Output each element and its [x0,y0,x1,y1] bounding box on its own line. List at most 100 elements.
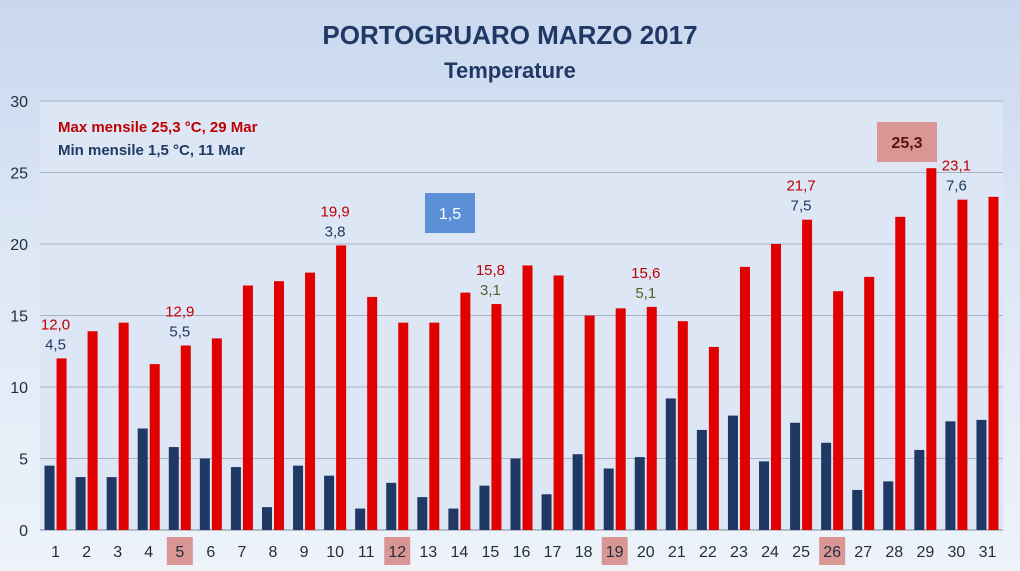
bar-min [759,461,770,530]
data-label-min: 7,5 [791,198,812,215]
x-tick-label: 11 [358,544,375,561]
y-tick-label: 30 [10,94,28,111]
x-tick-highlight [819,537,846,565]
data-label-max: 23,1 [942,158,971,175]
bar-min [914,449,925,530]
data-label-max: 12,9 [165,304,194,321]
data-label-min: 3,1 [480,282,501,299]
x-tick-label: 27 [854,544,872,561]
x-tick-label: 17 [544,544,562,561]
bar-min [75,477,86,530]
x-tick-label: 3 [113,544,122,561]
data-label-min: 3,8 [325,223,346,240]
bar-max [615,308,626,530]
bar-min [541,494,552,530]
max-record-box [877,122,937,162]
x-tick-label: 29 [916,544,934,561]
bar-max [677,321,688,530]
x-tick-label: 7 [237,544,246,561]
bar-max [242,285,253,530]
data-label-max: 15,8 [476,262,505,279]
chart-title: PORTOGRUARO MARZO 2017 [322,20,698,50]
bar-max [211,338,222,530]
x-tick-label: 31 [979,544,997,561]
y-tick-label: 20 [10,237,28,254]
bar-min [230,467,241,530]
bar-min [821,442,832,530]
bar-max [56,358,67,530]
bar-max [895,216,906,530]
bar-min [293,465,304,530]
bar-max [957,199,968,531]
legend-min-note: Min mensile 1,5 °C, 11 Mar [58,142,245,159]
x-tick-label: 10 [326,544,344,561]
bar-max [367,296,378,530]
bar-max [522,265,533,530]
bar-min [448,508,459,530]
y-tick-label: 25 [10,166,28,183]
x-tick-label: 25 [792,544,810,561]
bar-min [106,477,117,530]
bar-max [118,322,129,530]
data-label-max: 21,7 [786,178,815,195]
bar-max [553,275,564,530]
y-tick-label: 5 [19,452,28,469]
bar-min [727,415,738,530]
bar-max [833,291,844,530]
x-tick-label: 13 [419,544,437,561]
bar-max [398,322,409,530]
bar-max [336,245,347,530]
x-tick-label: 4 [144,544,153,561]
bar-max [739,266,750,530]
bar-min [510,458,521,530]
x-tick-label: 5 [175,544,184,561]
bar-max [273,281,284,530]
bar-min [168,447,179,530]
y-tick-label: 10 [10,380,28,397]
bar-min [355,508,366,530]
bar-min [696,429,707,530]
bar-min [603,468,614,530]
bar-min [199,458,210,530]
chart-subtitle: Temperature [444,58,576,83]
bar-max [988,196,999,530]
bar-min [790,422,801,530]
bar-max [180,345,191,530]
bar-max [864,276,875,530]
bar-min [261,507,272,530]
x-tick-label: 18 [575,544,593,561]
min-record-label: 1,5 [439,206,461,223]
x-tick-label: 28 [885,544,903,561]
data-label-min: 7,6 [946,178,967,195]
x-tick-label: 6 [206,544,215,561]
x-tick-highlight [384,537,411,565]
bar-max [491,304,502,530]
y-tick-label: 15 [10,309,28,326]
bar-min [883,481,894,530]
bar-min [137,428,148,530]
x-tick-label: 1 [51,544,60,561]
bar-min [44,465,55,530]
x-tick-label: 22 [699,544,717,561]
bar-max [771,244,782,530]
bar-min [386,482,397,530]
x-tick-label: 23 [730,544,748,561]
data-label-max: 19,9 [321,203,350,220]
bar-min [479,485,490,530]
bar-max [802,219,813,530]
y-tick-label: 0 [19,523,28,540]
x-tick-label: 21 [668,544,686,561]
bar-min [324,475,335,530]
legend-max-note: Max mensile 25,3 °C, 29 Mar [58,119,258,136]
x-tick-label: 26 [823,544,841,561]
bar-max [584,315,595,530]
bar-max [429,322,440,530]
x-tick-label: 14 [450,544,468,561]
bar-max [926,168,937,530]
x-tick-label: 19 [606,544,624,561]
bar-min [634,457,645,530]
bar-min [976,419,987,530]
bar-max [149,364,160,530]
